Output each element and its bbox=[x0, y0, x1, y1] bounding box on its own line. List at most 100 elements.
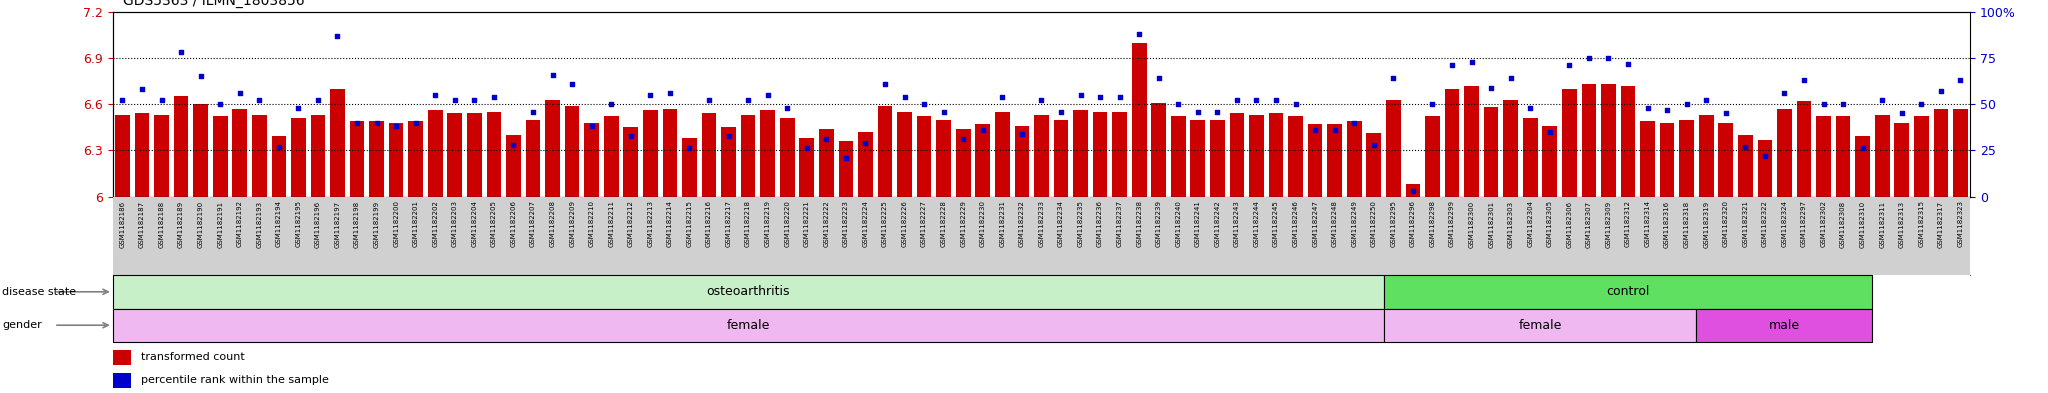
Text: GSM1182297: GSM1182297 bbox=[1800, 200, 1806, 248]
Text: GSM1182300: GSM1182300 bbox=[1468, 200, 1475, 248]
Bar bbox=[565, 106, 580, 196]
Bar bbox=[330, 89, 344, 196]
Bar bbox=[487, 112, 502, 196]
Text: GSM1182203: GSM1182203 bbox=[453, 200, 459, 248]
Point bbox=[1104, 94, 1137, 100]
Text: control: control bbox=[1606, 285, 1651, 298]
Bar bbox=[1563, 89, 1577, 196]
Bar bbox=[741, 115, 756, 196]
Bar bbox=[1288, 116, 1303, 196]
Text: GSM1182192: GSM1182192 bbox=[238, 200, 244, 248]
Bar bbox=[664, 109, 678, 196]
Text: GSM1182319: GSM1182319 bbox=[1704, 200, 1710, 248]
Text: GSM1182208: GSM1182208 bbox=[549, 200, 555, 248]
Point bbox=[516, 108, 549, 115]
Bar bbox=[154, 115, 168, 196]
Text: GSM1182204: GSM1182204 bbox=[471, 200, 477, 247]
Text: GSM1182248: GSM1182248 bbox=[1331, 200, 1337, 247]
Text: GSM1182219: GSM1182219 bbox=[764, 200, 770, 248]
Point bbox=[868, 81, 901, 87]
Point bbox=[244, 97, 276, 104]
Point bbox=[713, 132, 745, 139]
Point bbox=[1436, 62, 1468, 68]
Text: GSM1182250: GSM1182250 bbox=[1370, 200, 1376, 247]
Text: GSM1182205: GSM1182205 bbox=[492, 200, 498, 247]
Bar bbox=[446, 113, 463, 196]
Point bbox=[1122, 31, 1155, 37]
Bar bbox=[252, 115, 266, 196]
Text: GSM1182310: GSM1182310 bbox=[1860, 200, 1866, 248]
Text: percentile rank within the sample: percentile rank within the sample bbox=[141, 375, 328, 385]
Point bbox=[1241, 97, 1274, 104]
Point bbox=[1044, 108, 1077, 115]
Text: GSM1182231: GSM1182231 bbox=[999, 200, 1006, 248]
Point bbox=[1456, 59, 1489, 65]
Point bbox=[301, 97, 334, 104]
Bar bbox=[1034, 115, 1049, 196]
Point bbox=[1866, 97, 1898, 104]
Text: GSM1182240: GSM1182240 bbox=[1176, 200, 1182, 247]
Bar bbox=[1620, 86, 1636, 196]
Point bbox=[829, 154, 862, 161]
Bar bbox=[545, 99, 559, 196]
Bar bbox=[1384, 309, 1696, 342]
Point bbox=[1749, 153, 1782, 159]
Bar bbox=[291, 118, 305, 196]
Point bbox=[1337, 119, 1370, 126]
Point bbox=[262, 143, 295, 150]
Bar bbox=[1679, 119, 1694, 196]
Bar bbox=[1190, 119, 1204, 196]
Point bbox=[752, 92, 784, 98]
Point bbox=[1495, 75, 1528, 81]
Text: GSM1182241: GSM1182241 bbox=[1194, 200, 1200, 247]
Bar bbox=[1778, 109, 1792, 196]
Bar bbox=[1855, 136, 1870, 196]
Point bbox=[692, 97, 725, 104]
Point bbox=[1630, 105, 1663, 111]
Point bbox=[459, 97, 492, 104]
Text: GSM1182317: GSM1182317 bbox=[1937, 200, 1944, 248]
Point bbox=[653, 90, 686, 96]
Point bbox=[1690, 97, 1722, 104]
Bar bbox=[1659, 123, 1675, 196]
Text: GSM1182214: GSM1182214 bbox=[668, 200, 674, 247]
Bar bbox=[272, 136, 287, 196]
Point bbox=[674, 145, 707, 152]
Text: GSM1182304: GSM1182304 bbox=[1528, 200, 1534, 248]
Point bbox=[184, 73, 217, 79]
Point bbox=[223, 90, 256, 96]
Point bbox=[575, 123, 608, 129]
Text: GSM1182321: GSM1182321 bbox=[1743, 200, 1749, 248]
Point bbox=[420, 92, 453, 98]
Text: GSM1182309: GSM1182309 bbox=[1606, 200, 1612, 248]
Point bbox=[1161, 101, 1194, 107]
Text: GSM1182207: GSM1182207 bbox=[530, 200, 537, 248]
Bar bbox=[584, 123, 598, 196]
Bar bbox=[1718, 123, 1733, 196]
Text: GSM1182213: GSM1182213 bbox=[647, 200, 653, 248]
Bar bbox=[780, 118, 795, 196]
Bar bbox=[1464, 86, 1479, 196]
Text: GSM1182194: GSM1182194 bbox=[276, 200, 283, 248]
Text: male: male bbox=[1769, 319, 1800, 332]
Bar bbox=[1542, 126, 1556, 196]
Bar bbox=[1954, 109, 1968, 196]
Point bbox=[283, 105, 315, 111]
Text: GSM1182306: GSM1182306 bbox=[1567, 200, 1573, 248]
Text: GSM1182216: GSM1182216 bbox=[707, 200, 713, 248]
Bar bbox=[682, 138, 696, 196]
Bar bbox=[1366, 133, 1380, 196]
Text: osteoarthritis: osteoarthritis bbox=[707, 285, 791, 298]
Text: GSM1182191: GSM1182191 bbox=[217, 200, 223, 248]
Text: GSM1182186: GSM1182186 bbox=[119, 200, 125, 248]
Text: GSM1182301: GSM1182301 bbox=[1489, 200, 1495, 248]
Bar bbox=[623, 127, 639, 196]
Text: GSM1182322: GSM1182322 bbox=[1761, 200, 1767, 247]
Text: GSM1182315: GSM1182315 bbox=[1919, 200, 1925, 248]
Point bbox=[1925, 88, 1958, 94]
Bar bbox=[428, 110, 442, 196]
Text: GSM1182220: GSM1182220 bbox=[784, 200, 791, 247]
Point bbox=[1534, 129, 1567, 135]
Point bbox=[1710, 110, 1743, 117]
Text: gender: gender bbox=[2, 320, 41, 330]
